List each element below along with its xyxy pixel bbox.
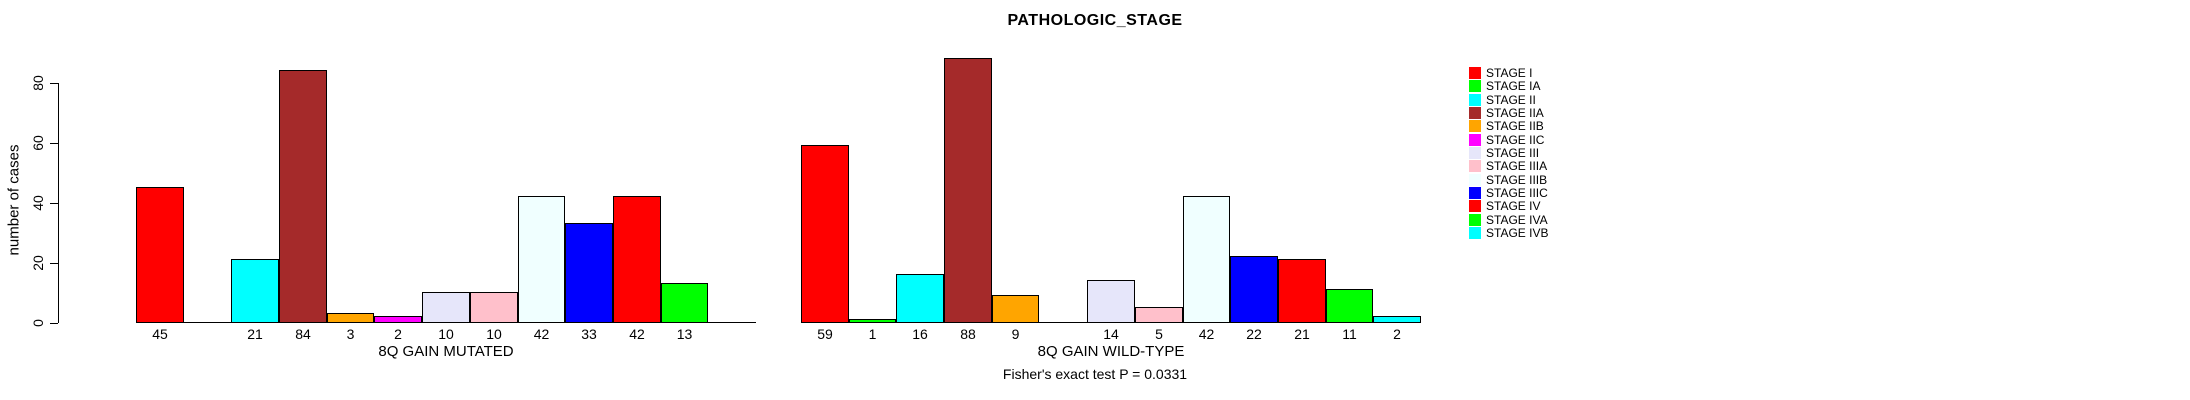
- y-tick-label: 40: [30, 195, 46, 211]
- legend-label: STAGE III: [1486, 145, 1540, 160]
- bar-value-label: 10: [486, 326, 502, 342]
- legend-swatch: [1469, 226, 1481, 239]
- legend-label: STAGE I: [1486, 66, 1533, 80]
- y-tick-label: 80: [30, 75, 46, 91]
- legend-label: STAGE IVA: [1486, 212, 1548, 227]
- bar-stage-iic: [374, 316, 422, 323]
- bar-value-label: 59: [817, 326, 833, 342]
- bar-stage-iib: [327, 313, 374, 323]
- legend-swatch: [1469, 106, 1481, 119]
- bar-value-label: 2: [394, 326, 402, 342]
- bar-value-label: 16: [912, 326, 928, 342]
- bar-stage-iva: [1326, 289, 1373, 323]
- bar-value-label: 84: [295, 326, 311, 342]
- bar-stage-iia: [944, 58, 992, 323]
- bar-value-label: 5: [1155, 326, 1163, 342]
- legend-swatch: [1469, 173, 1481, 186]
- legend-label: STAGE IA: [1486, 79, 1541, 94]
- y-tick-mark: [50, 83, 58, 84]
- legend-swatch: [1469, 67, 1481, 79]
- bar-value-label: 22: [1246, 326, 1262, 342]
- bar-stage-iiia: [470, 292, 518, 323]
- y-tick-mark: [50, 323, 58, 324]
- legend-swatch: [1469, 186, 1481, 199]
- bar-stage-iia: [279, 70, 327, 323]
- y-axis-line: [58, 83, 59, 323]
- bar-value-label: 45: [152, 326, 168, 342]
- bar-stage-iib: [992, 295, 1039, 323]
- y-tick-mark: [50, 263, 58, 264]
- legend-label: STAGE IIC: [1486, 132, 1545, 147]
- legend-swatch: [1469, 200, 1481, 213]
- bar-value-label: 42: [533, 326, 550, 342]
- bar-stage-iiib: [1183, 196, 1230, 323]
- bar-value-label: 21: [1294, 326, 1310, 342]
- bar-stage-iii: [1087, 280, 1135, 323]
- y-tick-label: 60: [30, 135, 46, 151]
- bar-value-label: 42: [629, 326, 645, 342]
- legend-swatch: [1469, 213, 1481, 226]
- legend-label: STAGE IV: [1486, 199, 1541, 214]
- bar-value-label: 88: [960, 326, 976, 342]
- bar-value-label: 42: [1198, 326, 1215, 342]
- bar-value-label: 10: [438, 326, 454, 342]
- bar-value-label: 9: [1011, 326, 1020, 342]
- chart-title: PATHOLOGIC_STAGE: [1007, 12, 1183, 29]
- bar-value-label: 1: [868, 326, 877, 342]
- bar-stage-iv: [1278, 259, 1326, 323]
- legend-label: STAGE II: [1486, 92, 1536, 107]
- bar-stage-iii: [422, 292, 470, 323]
- y-axis-label: number of cases: [5, 144, 23, 256]
- legend-swatch: [1469, 146, 1481, 159]
- legend-label: STAGE IIA: [1486, 105, 1544, 120]
- legend-swatch: [1469, 160, 1481, 173]
- bar-stage-iiib: [518, 196, 565, 323]
- bar-value-label: 13: [676, 326, 693, 342]
- legend-label: STAGE IIIC: [1486, 185, 1548, 200]
- bar-value-label: 21: [247, 326, 263, 342]
- bar-stage-ii: [896, 274, 944, 323]
- legend-swatch: [1469, 120, 1481, 133]
- bar-stage-iiic: [1230, 256, 1278, 323]
- legend-label: STAGE IIB: [1486, 119, 1544, 134]
- bar-stage-i: [136, 187, 184, 323]
- bar-value-label: 33: [581, 326, 597, 342]
- bar-stage-iv: [613, 196, 661, 323]
- legend-swatch: [1469, 80, 1481, 93]
- bar-stage-ivb: [1373, 316, 1421, 323]
- legend-swatch: [1469, 133, 1481, 146]
- y-tick-label: 20: [30, 255, 46, 271]
- bar-stage-i: [801, 145, 849, 323]
- bar-stage-ia: [849, 319, 896, 323]
- panel-x-axis-title: 8Q GAIN MUTATED: [378, 343, 514, 360]
- bar-stage-iiia: [1135, 307, 1183, 323]
- bar-value-label: 14: [1103, 326, 1119, 342]
- y-tick-mark: [50, 143, 58, 144]
- y-tick-mark: [50, 203, 58, 204]
- legend-label: STAGE IVB: [1486, 225, 1549, 240]
- bar-value-label: 2: [1393, 326, 1401, 342]
- bar-value-label: 11: [1342, 326, 1357, 342]
- fisher-test-annotation: Fisher's exact test P = 0.0331: [1002, 366, 1188, 382]
- y-tick-label: 0: [30, 319, 46, 327]
- bar-stage-iiic: [565, 223, 613, 323]
- bar-stage-iva: [661, 283, 708, 323]
- bar-value-label: 3: [346, 326, 355, 342]
- panel-x-axis-title: 8Q GAIN WILD-TYPE: [1037, 343, 1185, 360]
- legend-label: STAGE IIIA: [1486, 159, 1548, 174]
- bar-stage-ii: [231, 259, 279, 323]
- legend-swatch: [1469, 93, 1481, 106]
- legend-label: STAGE IIIB: [1486, 172, 1548, 187]
